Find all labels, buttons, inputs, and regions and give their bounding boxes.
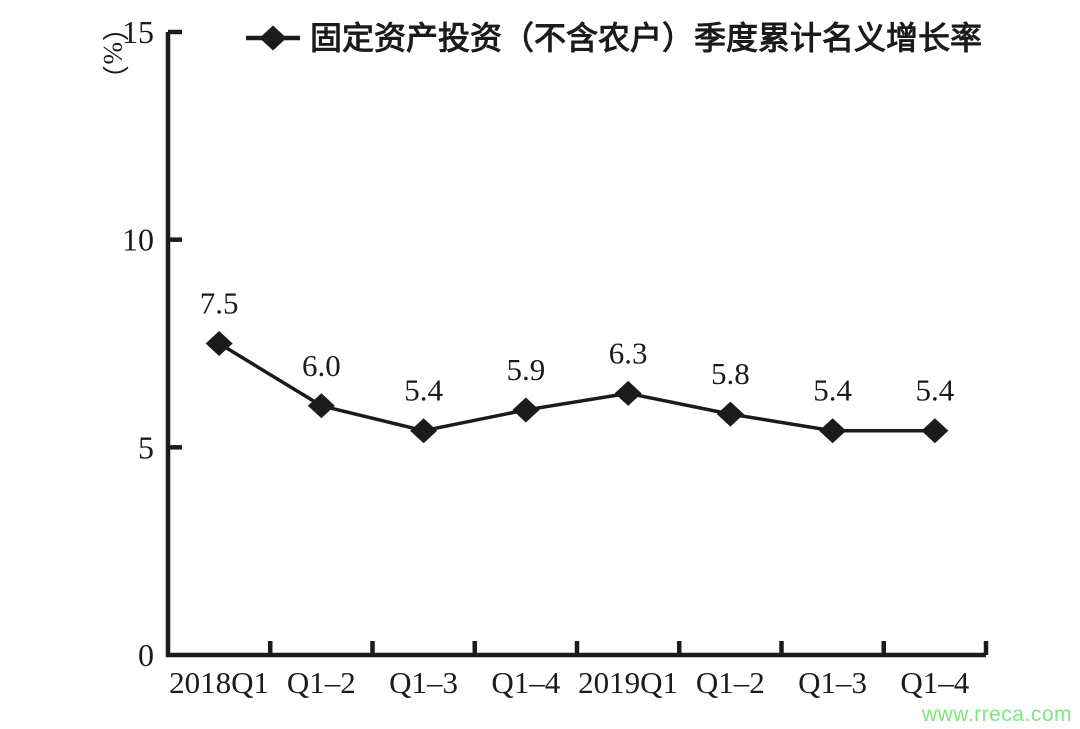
data-point-marker (205, 331, 233, 356)
x-tick-label: Q1–2 (287, 665, 356, 700)
data-point-marker (716, 401, 744, 427)
x-tick-label: Q1–3 (798, 665, 867, 700)
data-point-marker (512, 397, 540, 423)
data-point-marker (921, 418, 949, 444)
data-label: 6.3 (609, 335, 648, 370)
y-tick-label: 15 (122, 14, 154, 50)
y-axis-unit-label: （%） (98, 14, 128, 94)
x-tick-label: 2019Q1 (578, 665, 678, 700)
data-point-marker (410, 418, 438, 444)
x-tick-label: Q1–4 (900, 665, 969, 700)
y-tick-label: 5 (138, 429, 154, 465)
x-tick-label: Q1–3 (389, 665, 458, 700)
x-tick-label: 2018Q1 (169, 665, 269, 700)
data-line (218, 342, 935, 433)
data-point-marker (614, 380, 642, 406)
legend-diamond-icon (259, 25, 287, 51)
data-label: 5.9 (507, 352, 546, 387)
data-label: 5.4 (916, 373, 955, 408)
y-tick-label: 0 (138, 637, 154, 673)
data-label: 5.4 (813, 373, 852, 408)
legend-label: 固定资产投资（不含农户）季度累计名义增长率 (310, 20, 982, 56)
data-label: 5.4 (404, 373, 443, 408)
data-label: 5.8 (711, 356, 750, 391)
x-tick-label: Q1–4 (491, 665, 560, 700)
watermark-link[interactable]: www.rreca.com (921, 703, 1072, 726)
data-label: 7.5 (200, 286, 239, 321)
data-point-marker (307, 393, 335, 419)
data-label: 6.0 (302, 348, 341, 383)
axes-line (165, 32, 986, 658)
data-point-marker (819, 418, 847, 444)
x-tick-label: Q1–2 (696, 665, 765, 700)
y-tick-label: 10 (122, 222, 154, 258)
